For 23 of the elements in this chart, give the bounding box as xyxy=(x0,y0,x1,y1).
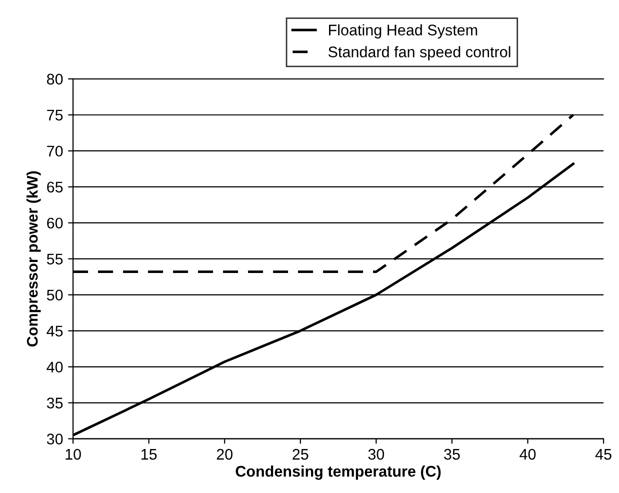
y-tick-label: 60 xyxy=(47,218,63,229)
y-axis-title: Compressor power (kW) xyxy=(26,171,41,346)
y-tick-label: 70 xyxy=(47,146,63,157)
y-tick-label: 30 xyxy=(46,434,63,444)
x-tick-label: 30 xyxy=(368,448,384,460)
x-tick-label: 10 xyxy=(66,448,81,460)
x-tick-label: 35 xyxy=(444,448,460,460)
legend-label: Floating Head System xyxy=(329,24,478,38)
y-tick-label: 40 xyxy=(46,362,63,372)
y-tick-label: 50 xyxy=(46,290,63,300)
x-tick-label: 45 xyxy=(595,449,612,460)
x-tick-label: 25 xyxy=(292,448,308,460)
y-tick-label: 65 xyxy=(47,182,63,193)
y-tick-label: 35 xyxy=(46,398,63,408)
x-tick-label: 40 xyxy=(520,448,536,460)
y-tick-label: 75 xyxy=(47,110,63,121)
x-tick-label: 20 xyxy=(216,448,233,460)
y-tick-label: 80 xyxy=(46,74,63,85)
y-tick-label: 45 xyxy=(46,326,63,336)
x-tick-label: 15 xyxy=(141,449,157,460)
legend-label: Standard fan speed control xyxy=(328,46,510,60)
x-axis-title: Condensing temperature (C) xyxy=(236,466,441,480)
y-tick-label: 55 xyxy=(46,254,63,265)
